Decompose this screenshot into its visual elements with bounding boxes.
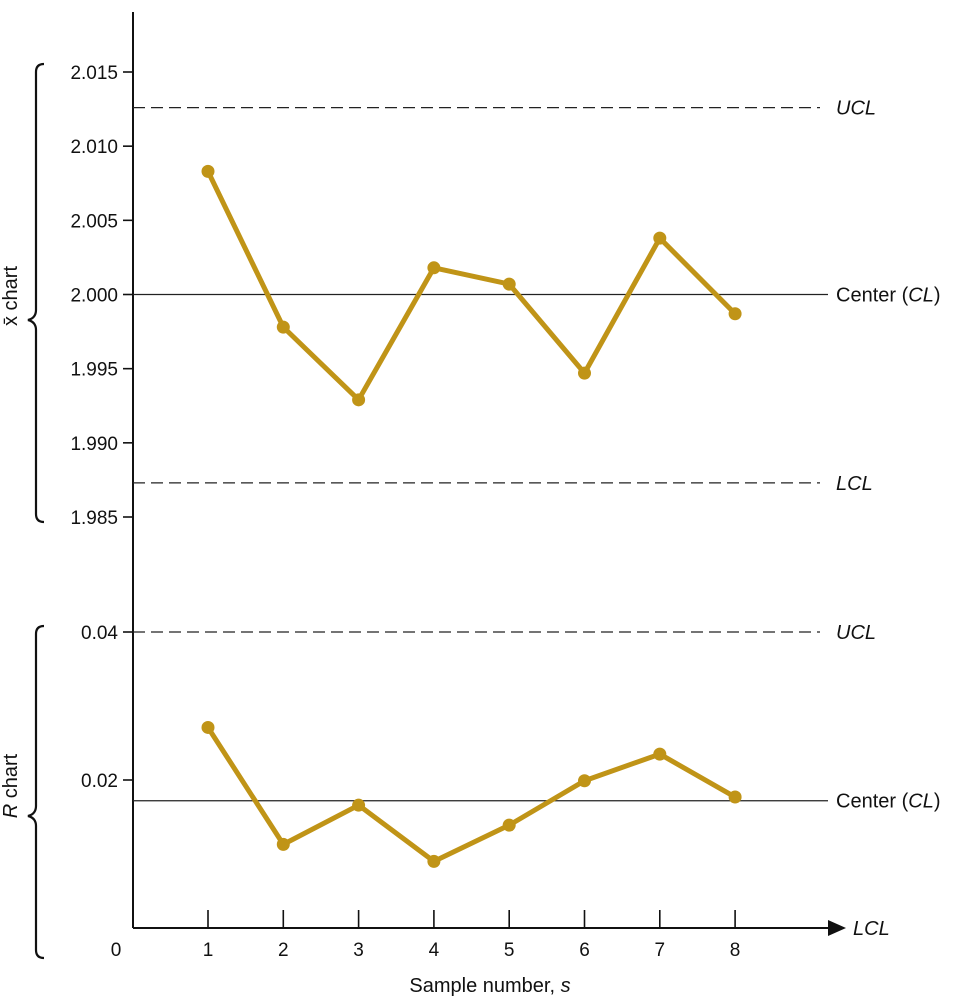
range-data-point: [201, 720, 215, 734]
range-side-label-rest: chart: [0, 753, 22, 803]
x-axis-title-italic: s: [561, 975, 571, 997]
x-tick-label: 1: [203, 940, 214, 961]
x-tick-label: 2: [278, 940, 289, 961]
range-data-point: [276, 837, 290, 851]
range-center-label: Center (CL): [836, 791, 941, 813]
x-tick-label: 6: [579, 940, 590, 961]
xbar-y-tick-label: 2.015: [70, 63, 118, 84]
range-side-label-italic: R: [0, 804, 22, 818]
xbar-data-point: [578, 366, 591, 380]
x-tick-label: 5: [504, 940, 515, 961]
range-brace: [27, 624, 45, 960]
range-data-point: [502, 818, 516, 832]
xbar-data-point: [427, 261, 441, 275]
x-axis-title-text: Sample number,: [409, 975, 560, 997]
range-ucl-label: UCL: [836, 622, 876, 644]
xbar-series-line: [205, 168, 738, 403]
range-center-label-suffix: ): [934, 791, 941, 813]
xbar-y-tick-label: 2.000: [70, 286, 118, 307]
xbar-data-point: [352, 393, 366, 407]
xbar-data-point: [653, 231, 667, 245]
xbar-brace: [27, 62, 45, 524]
range-side-label: R chart: [0, 753, 22, 818]
range-center-label-prefix: Center (: [836, 791, 909, 813]
range-lcl-label: LCL: [853, 918, 890, 940]
xbar-ucl-label: UCL: [836, 98, 876, 120]
range-y-tick-label: 0.02: [81, 771, 118, 792]
xbar-y-tick-label: 2.005: [70, 211, 118, 232]
plot-layers: 2.015 2.010 2.005 2.000 1.995 1.990 1.985 UCL Ce…: [70, 63, 940, 961]
xbar-data-point: [728, 307, 742, 321]
xbar-y-tick-label: 1.985: [70, 508, 118, 529]
x-tick-label: 8: [730, 940, 741, 961]
xbar-center-label-suffix: ): [934, 285, 941, 307]
xbar-data-point: [502, 277, 516, 291]
range-data-point: [427, 854, 441, 868]
xbar-center-label: Center (CL): [836, 285, 941, 307]
range-data-point: [728, 790, 742, 804]
range-center-label-italic: CL: [908, 791, 934, 813]
x-axis-title: Sample number, s: [409, 975, 570, 997]
xbar-data-point: [276, 320, 290, 334]
x-tick-label: 7: [655, 940, 666, 961]
range-y-tick-label: 0: [111, 940, 122, 961]
xbar-data-point: [201, 164, 215, 178]
xbar-center-label-prefix: Center (: [836, 285, 909, 307]
range-data-point: [653, 747, 667, 761]
range-data-point: [578, 774, 591, 788]
xbar-center-label-italic: CL: [908, 285, 934, 307]
range-y-tick-label: 0.04: [81, 623, 118, 644]
xbar-side-label: x̄ chart: [0, 266, 22, 326]
xbar-lcl-label: LCL: [836, 473, 873, 495]
xbar-y-tick-label: 2.010: [70, 137, 118, 158]
range-data-point: [352, 798, 366, 812]
xbar-y-tick-label: 1.995: [70, 360, 118, 381]
x-tick-label: 4: [429, 940, 440, 961]
x-tick-label: 3: [353, 940, 364, 961]
x-axis-arrowhead: [828, 920, 846, 936]
range-series-line: [205, 724, 738, 864]
xbar-y-tick-label: 1.990: [70, 434, 118, 455]
